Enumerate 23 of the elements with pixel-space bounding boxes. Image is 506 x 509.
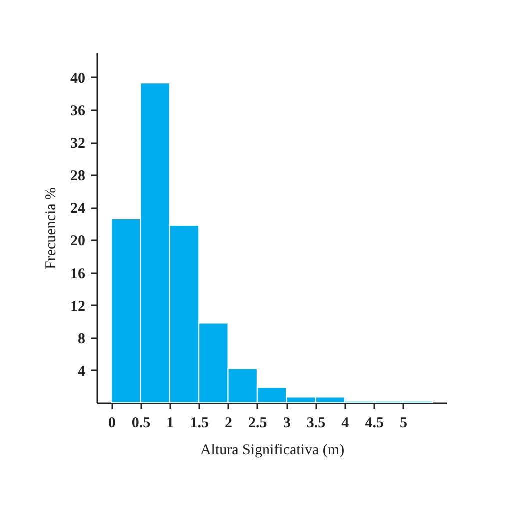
y-tick-label: 40 — [70, 70, 86, 87]
x-tick-label: 1.5 — [190, 416, 209, 432]
x-tick-label: 5 — [400, 416, 408, 432]
x-tick-label: 2 — [225, 416, 232, 432]
x-tick-label: 3.5 — [306, 416, 326, 432]
y-tick-label: 32 — [70, 136, 86, 152]
y-tick-label: 36 — [70, 103, 86, 120]
x-tick-label: 1 — [166, 416, 174, 432]
y-tick-label: 16 — [70, 266, 86, 282]
y-tick-label: 4 — [78, 364, 86, 380]
x-tick-label: 4 — [342, 416, 350, 432]
x-tick-label: 3 — [283, 416, 291, 432]
y-tick-label: 12 — [70, 298, 86, 315]
y-tick-label: 8 — [78, 331, 86, 348]
y-axis-title: Frecuencia % — [44, 187, 60, 270]
y-tick-label: 24 — [70, 201, 86, 218]
x-tick-label: 0.5 — [132, 416, 151, 432]
x-tick-label: 2.5 — [248, 416, 268, 432]
x-axis-title: Altura Significativa (m) — [200, 442, 345, 458]
x-tick-label: 0 — [108, 416, 116, 432]
y-tick-label: 20 — [70, 234, 86, 250]
y-tick-label: 28 — [70, 168, 86, 185]
x-tick-label: 4.5 — [365, 416, 384, 432]
